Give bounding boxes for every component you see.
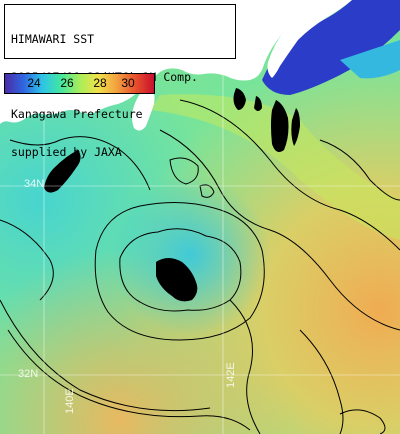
colorbar-label-26: 26 (60, 76, 74, 90)
colorbar-label-30: 30 (121, 76, 135, 90)
lon-label-140e: 140E (64, 388, 76, 414)
cool-fringe-northeast (340, 40, 400, 79)
lat-label-32n: 32N (18, 368, 39, 380)
product-title: HIMAWARI SST (11, 32, 95, 46)
info-box: HIMAWARI SST 2025/07/18 22(UTC) 3H Comp.… (4, 4, 236, 158)
data-credit: supplied by JAXA (11, 144, 122, 159)
temperature-colorbar: 24 26 28 30 (4, 73, 155, 94)
lat-label-34n: 34N (24, 178, 45, 190)
isotherm-contours (0, 99, 400, 434)
lon-label-142e: 142E (225, 362, 237, 388)
cloud-patches (44, 88, 300, 302)
land-boso (267, 0, 352, 78)
cold-pool-northeast (262, 0, 400, 95)
region-name: Kanagawa Prefecture (11, 107, 143, 121)
colorbar-label-28: 28 (93, 76, 107, 90)
mid-temp-band (150, 94, 400, 241)
colorbar-label-24: 24 (27, 76, 41, 90)
